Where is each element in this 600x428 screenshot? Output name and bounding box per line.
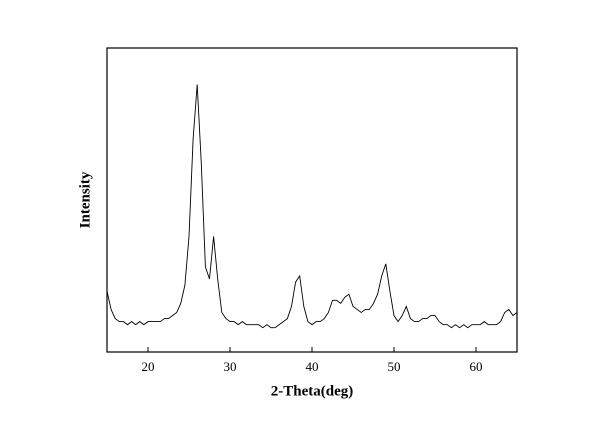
y-axis-label: Intensity bbox=[77, 171, 93, 228]
x-tick-label: 40 bbox=[306, 359, 319, 374]
data-line bbox=[106, 84, 518, 329]
plot-frame bbox=[106, 47, 518, 353]
x-tick-label: 20 bbox=[142, 359, 155, 374]
x-tick-label: 60 bbox=[470, 359, 483, 374]
x-tick-label: 30 bbox=[224, 359, 237, 374]
x-tick-label: 50 bbox=[388, 359, 401, 374]
x-axis-label: 2-Theta(deg) bbox=[271, 383, 354, 399]
